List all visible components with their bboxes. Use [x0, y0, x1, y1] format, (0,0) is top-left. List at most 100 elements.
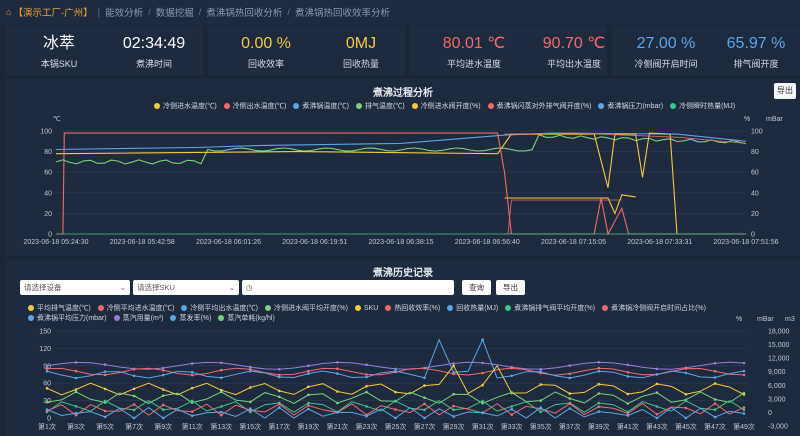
x-tick-label: 2023-06-18 05:42:58	[110, 239, 175, 246]
y-tick-label: 100	[40, 129, 52, 136]
kpi-label: 平均出水温度	[546, 59, 601, 69]
legend-item[interactable]: SKU	[354, 303, 378, 313]
process-export-button[interactable]: 导出	[774, 83, 796, 99]
legend-item[interactable]: 平均排气温度(℃)	[28, 303, 91, 313]
legend-item[interactable]: 蒸汽用量(m³)	[113, 313, 163, 323]
legend-item[interactable]: 冷侧出水温度(℃)	[223, 101, 286, 111]
y-tick-label: 20	[44, 211, 52, 218]
kpi-label: 平均进水温度	[446, 59, 501, 69]
history-filters: 请选择设备 ⌄ 请选择SKU ⌄ ◷ 查询 导出	[20, 280, 525, 295]
kpi-card-valve	[612, 25, 800, 75]
legend-item[interactable]: 煮沸锅平均压力(mbar)	[28, 313, 107, 323]
kpi-exhaust-valve: 65.97 % 排气阀开度	[701, 25, 800, 70]
kpi-label: 本锅SKU	[40, 59, 78, 69]
legend-item[interactable]: 煮沸锅压力(mbar)	[598, 101, 663, 111]
history-chart-title: 煮沸历史记录	[373, 268, 433, 279]
legend-dot	[411, 103, 418, 109]
x-tick-label: 2023-06-18 06:01:26	[196, 239, 261, 246]
series-line	[55, 132, 746, 235]
history-export-button[interactable]: 导出	[496, 280, 525, 295]
legend-item[interactable]: 冷侧平均进水温度(℃)	[97, 303, 174, 313]
legend-item[interactable]: 煮沸锅排气阀平均开度(%)	[505, 303, 595, 313]
breadcrumb-item[interactable]: 煮沸锅热回收分析	[206, 8, 283, 19]
chevron-down-icon: ⌄	[228, 283, 235, 292]
y-tick-label-right: 100	[751, 129, 763, 136]
legend-item[interactable]: 蒸汽单耗(kg/hl)	[218, 313, 275, 323]
legend-item[interactable]: 冷侧平均出水温度(℃)	[181, 303, 258, 313]
process-legend: 冷侧进水温度(℃) 冷侧出水温度(℃) 煮沸锅温度(℃) 排气温度(℃) 冷侧进…	[154, 101, 794, 111]
y-tick-label-right: 80	[751, 149, 759, 156]
y-tick-label: 60	[44, 170, 52, 177]
y-tick-label-right: 40	[751, 190, 759, 197]
breadcrumb-home[interactable]: 【演示工厂-广州】	[13, 8, 93, 19]
legend-dot	[385, 305, 392, 311]
kpi-row: 冰萃 本锅SKU 02:34:49 煮沸时间 0.00 % 回收效率 0MJ 回…	[6, 25, 800, 75]
kpi-avg-inlet-temp: 80.01 ℃ 平均进水温度	[419, 25, 529, 70]
legend-dot	[170, 315, 177, 321]
breadcrumb-item[interactable]: 煮沸锅热回收效率分析	[295, 8, 391, 19]
legend-dot	[356, 103, 363, 109]
legend-dot	[97, 305, 104, 311]
legend-item[interactable]: 蒸发率(%)	[170, 313, 211, 323]
kpi-value: 27.00 %	[636, 35, 696, 52]
legend-dot	[670, 103, 677, 109]
breadcrumb-item[interactable]: 数据挖掘	[155, 8, 194, 19]
breadcrumb-item[interactable]: 能效分析	[105, 8, 144, 19]
history-legend: 平均排气温度(℃) 冷侧平均进水温度(℃) 冷侧平均出水温度(℃) 冷侧进水阀平…	[28, 303, 798, 323]
legend-item[interactable]: 煮沸锅闪蒸对外排气阀开度(%)	[487, 101, 591, 111]
legend-dot	[447, 305, 454, 311]
kpi-label: 回收效率	[247, 59, 284, 69]
legend-dot	[598, 103, 605, 109]
legend-item[interactable]: 冷侧进水阀平均开度(%)	[265, 303, 348, 313]
device-select[interactable]: 请选择设备 ⌄	[20, 280, 130, 295]
y-tick-label-right: 0	[751, 232, 755, 239]
y-axis-unit-right: mBar	[766, 116, 783, 123]
y-axis-unit: ℃	[53, 116, 61, 123]
legend-dot	[218, 315, 225, 321]
process-chart-title: 煮沸过程分析	[373, 88, 433, 99]
legend-item[interactable]: 煮沸锅冷侧阀开启时间占比(%)	[602, 303, 706, 313]
legend-item[interactable]: 回收热量(MJ)	[447, 303, 498, 313]
legend-dot	[354, 305, 361, 311]
kpi-label: 冷侧阀开启时间	[634, 59, 698, 69]
legend-item[interactable]: 热回收效率(%)	[385, 303, 440, 313]
kpi-label: 排气阀开度	[733, 59, 779, 69]
kpi-value: 65.97 %	[726, 35, 786, 52]
series-line	[504, 194, 636, 215]
y-tick-label: 80	[44, 149, 52, 156]
legend-dot	[293, 103, 300, 109]
date-range-input[interactable]: ◷	[242, 280, 454, 295]
legend-item[interactable]: 排气温度(℃)	[356, 101, 405, 111]
legend-dot	[28, 315, 34, 321]
kpi-card-sku	[6, 25, 203, 75]
legend-dot	[28, 305, 34, 311]
legend-item[interactable]: 冷侧进水温度(℃)	[154, 101, 217, 111]
legend-dot	[265, 305, 272, 311]
kpi-boil-time: 02:34:49 煮沸时间	[99, 25, 209, 70]
chevron-down-icon: ⌄	[119, 283, 126, 292]
legend-item[interactable]: 冷侧瞬时热量(MJ)	[670, 101, 735, 111]
legend-dot	[154, 103, 160, 109]
legend-dot	[181, 305, 188, 311]
query-button[interactable]: 查询	[462, 280, 491, 295]
kpi-value: 80.01 ℃	[442, 35, 506, 52]
clock-icon: ◷	[246, 283, 253, 292]
x-tick-label: 2023-06-18 05:24:30	[24, 239, 89, 246]
y-tick-label: 40	[44, 190, 52, 197]
kpi-label: 煮沸时间	[135, 59, 172, 69]
kpi-card-recovery	[208, 25, 405, 75]
process-chart[interactable]: ℃ % mBar 100 100 80 80 60 60 40 40 20 20 0 0 2023-0…	[6, 79, 800, 256]
home-icon[interactable]: ⌂	[6, 7, 12, 17]
x-tick-label: 2023-06-18 06:19:51	[282, 239, 347, 246]
legend-item[interactable]: 冷侧进水阀开度(%)	[411, 101, 481, 111]
kpi-value: 0.00 %	[241, 35, 291, 52]
y-tick-label-right: 20	[751, 211, 759, 218]
y-tick-label: 0	[48, 232, 52, 239]
legend-item[interactable]: 煮沸锅温度(℃)	[293, 101, 349, 111]
sku-select[interactable]: 请选择SKU ⌄	[133, 280, 239, 295]
legend-dot	[487, 103, 494, 109]
legend-dot	[505, 305, 512, 311]
kpi-value: 冰萃	[42, 35, 75, 52]
series-line	[55, 133, 747, 165]
x-tick-label: 2023-06-18 07:33:31	[627, 239, 692, 246]
